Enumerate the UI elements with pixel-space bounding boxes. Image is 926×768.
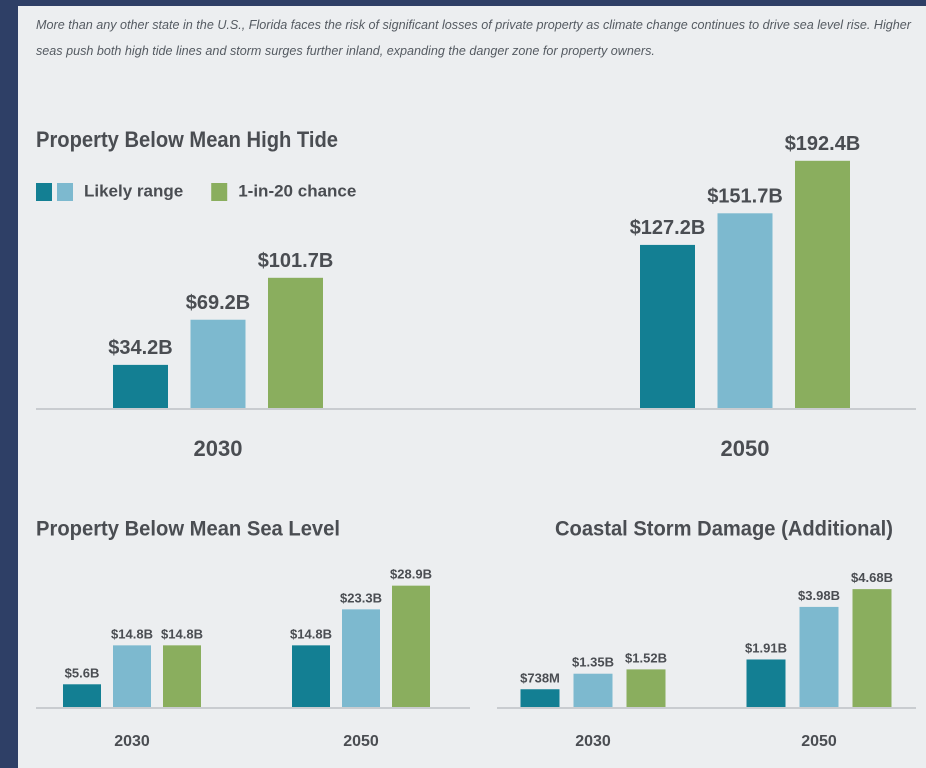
x-tick-label: 2030 xyxy=(114,733,150,750)
chart-title: Property Below Mean Sea Level xyxy=(36,518,340,541)
bar xyxy=(795,160,850,409)
bar xyxy=(746,659,786,708)
value-label: $23.3B xyxy=(340,590,382,605)
bar xyxy=(268,277,323,409)
value-label: $5.6B xyxy=(65,665,100,680)
bar xyxy=(573,673,613,708)
bar xyxy=(163,645,201,708)
intro-text: More than any other state in the U.S., F… xyxy=(36,18,911,58)
value-label: $151.7B xyxy=(707,186,783,208)
value-label: $69.2B xyxy=(186,292,251,314)
value-label: $14.8B xyxy=(161,626,203,641)
chart-title: Coastal Storm Damage (Additional) xyxy=(555,518,893,541)
x-tick-label: 2050 xyxy=(801,733,837,750)
value-label: $14.8B xyxy=(290,626,332,641)
chart-title: Property Below Mean High Tide xyxy=(36,127,338,152)
value-label: $1.91B xyxy=(745,641,787,656)
bar xyxy=(626,669,666,708)
x-tick-label: 2050 xyxy=(343,733,379,750)
value-label: $101.7B xyxy=(258,250,334,272)
value-label: $192.4B xyxy=(785,133,861,155)
bar xyxy=(292,645,330,708)
legend-label: Likely range xyxy=(84,181,183,200)
bar xyxy=(640,244,695,409)
bar xyxy=(63,684,101,708)
bar xyxy=(392,585,430,708)
legend-swatch xyxy=(211,183,228,201)
bar xyxy=(799,606,839,708)
value-label: $14.8B xyxy=(111,626,153,641)
bar xyxy=(852,589,892,708)
legend-label: 1-in-20 chance xyxy=(238,181,356,200)
panel xyxy=(18,6,926,768)
value-label: $28.9B xyxy=(390,567,432,582)
bar xyxy=(717,213,773,409)
bar xyxy=(520,689,560,708)
bar xyxy=(113,364,168,409)
x-tick-label: 2050 xyxy=(721,436,770,461)
bar xyxy=(113,645,151,708)
x-tick-label: 2030 xyxy=(575,733,611,750)
value-label: $3.98B xyxy=(798,588,840,603)
bar xyxy=(342,609,380,708)
legend-swatch xyxy=(36,183,52,201)
value-label: $1.35B xyxy=(572,655,614,670)
legend-swatch xyxy=(57,183,73,201)
x-tick-label: 2030 xyxy=(194,436,243,461)
value-label: $34.2B xyxy=(108,337,173,359)
value-label: $4.68B xyxy=(851,570,893,585)
value-label: $738M xyxy=(520,670,560,685)
bar xyxy=(190,319,246,409)
value-label: $1.52B xyxy=(625,650,667,665)
value-label: $127.2B xyxy=(630,217,706,239)
